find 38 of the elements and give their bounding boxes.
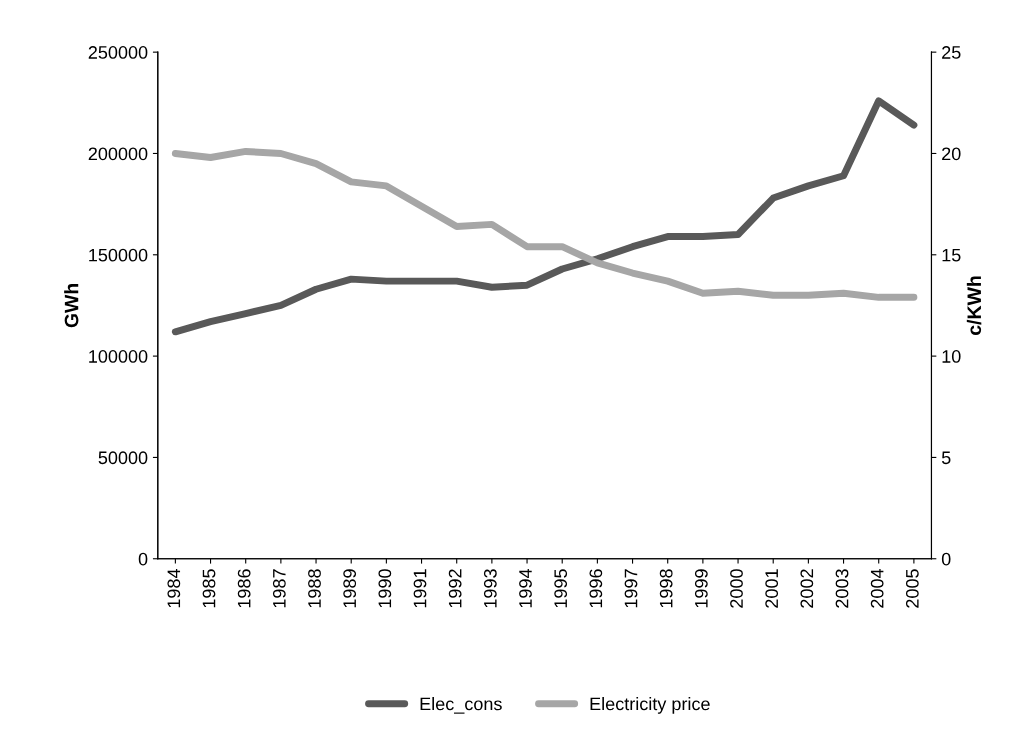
legend-label: Electricity price [590,697,710,714]
y2-tick-label: 5 [941,451,951,465]
y2-axis-title: c/KWh [966,276,982,335]
x-tick-label: 1995 [554,569,568,608]
x-tick-label: 1998 [659,569,673,608]
x-tick-label: 1993 [483,569,497,608]
x-tick-label: 1991 [413,569,427,608]
x-tick-label: 1996 [589,569,603,608]
x-tick-label: 1989 [343,569,357,608]
x-tick-label: 2003 [835,569,849,608]
y-tick-label: 250000 [88,46,148,59]
y-tick-label: 150000 [89,248,148,262]
x-tick-label: 1988 [308,569,321,608]
y2-tick-label: 10 [942,350,961,363]
y-tick-label: 0 [138,552,148,566]
x-tick-label: 1994 [519,569,532,608]
x-tick-label: 1984 [167,569,181,608]
y2-tick-label: 15 [942,248,961,262]
y-axis-title: GWh [64,283,79,328]
x-tick-label: 1987 [272,569,286,608]
legend-label: Elec_cons [420,697,502,714]
x-tick-label: 1999 [694,569,708,608]
x-tick-label: 2004 [870,569,884,608]
x-tick-label: 2000 [730,569,743,608]
y-tick-label: 200000 [88,147,148,161]
y2-tick-label: 20 [942,147,961,161]
x-tick-label: 1997 [624,569,638,608]
x-tick-label: 2005 [905,569,919,608]
x-tick-label: 1986 [237,569,251,608]
x-tick-label: 1985 [202,569,216,608]
y2-tick-label: 25 [942,46,961,59]
y-tick-label: 50000 [98,451,148,465]
x-tick-label: 1990 [378,569,392,608]
y2-tick-label: 0 [941,552,951,566]
x-tick-label: 2001 [765,569,779,608]
y-tick-label: 100000 [89,350,148,363]
x-tick-label: 1992 [448,569,462,608]
x-tick-label: 2002 [800,569,814,608]
